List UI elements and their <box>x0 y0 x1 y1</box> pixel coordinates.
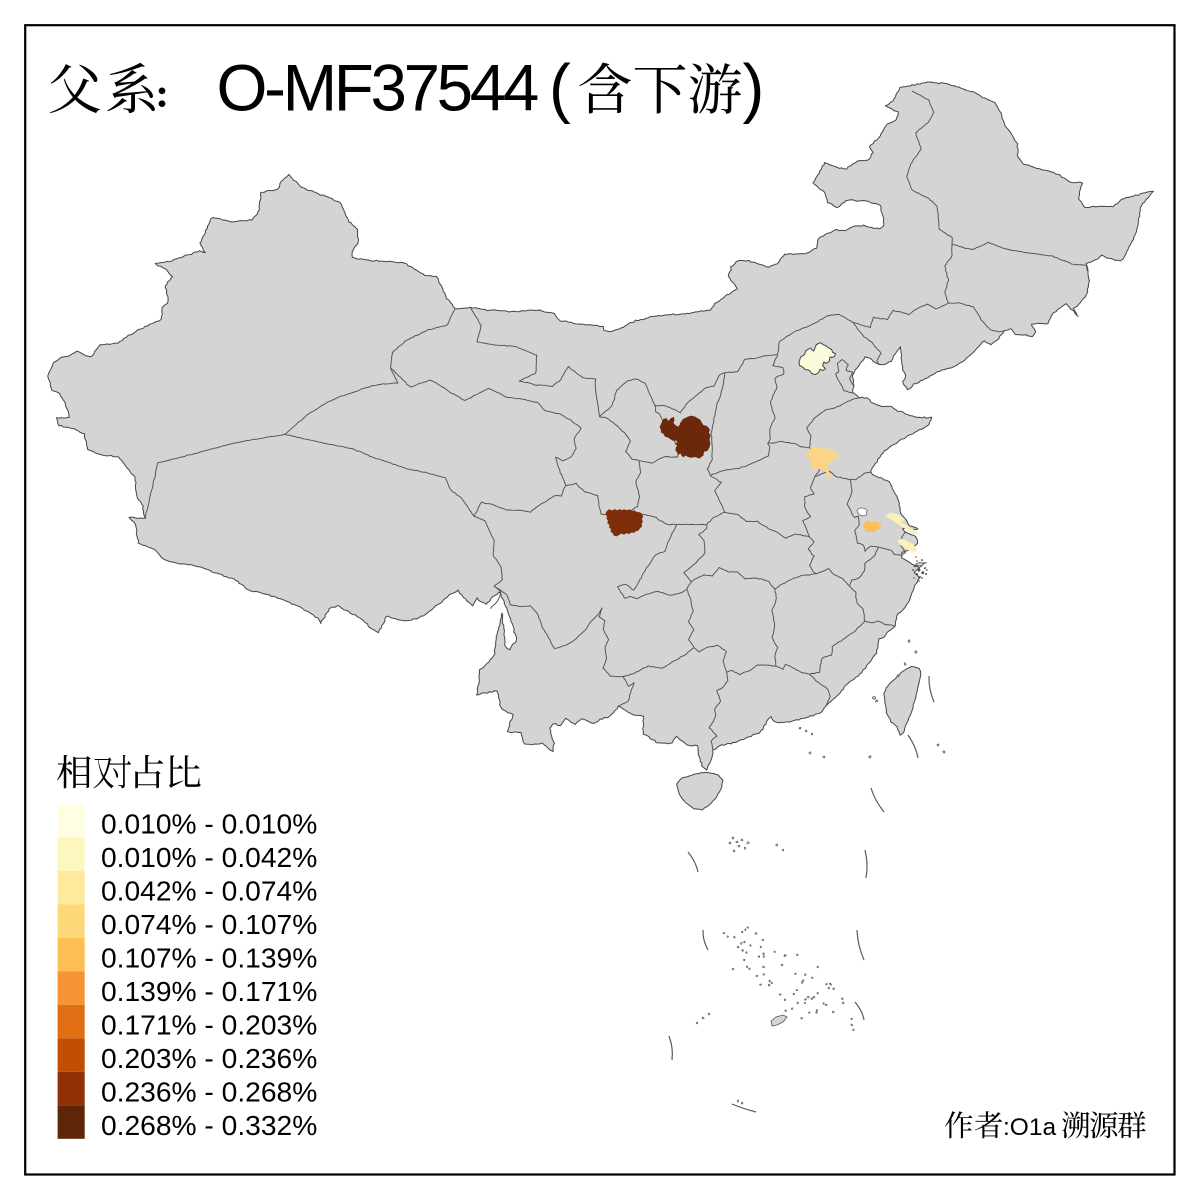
svg-text::O1a: :O1a <box>1003 1114 1056 1141</box>
svg-text:0.010% - 0.042%: 0.010% - 0.042% <box>101 841 317 873</box>
svg-text:0.171% - 0.203%: 0.171% - 0.203% <box>101 1009 317 1041</box>
svg-text:): ) <box>743 52 765 125</box>
svg-text:(: ( <box>549 52 571 125</box>
svg-text:0.139% - 0.171%: 0.139% - 0.171% <box>101 975 317 1007</box>
svg-text:0.203% - 0.236%: 0.203% - 0.236% <box>101 1042 317 1074</box>
svg-text:0.074% - 0.107%: 0.074% - 0.107% <box>101 908 317 940</box>
svg-text:O-MF37544: O-MF37544 <box>217 52 540 125</box>
svg-text:0.236% - 0.268%: 0.236% - 0.268% <box>101 1076 317 1108</box>
svg-text:0.042% - 0.074%: 0.042% - 0.074% <box>101 875 317 907</box>
svg-text:0.010% - 0.010%: 0.010% - 0.010% <box>101 808 317 840</box>
svg-text:0.107% - 0.139%: 0.107% - 0.139% <box>101 942 317 974</box>
svg-text:0.268% - 0.332%: 0.268% - 0.332% <box>101 1109 317 1141</box>
